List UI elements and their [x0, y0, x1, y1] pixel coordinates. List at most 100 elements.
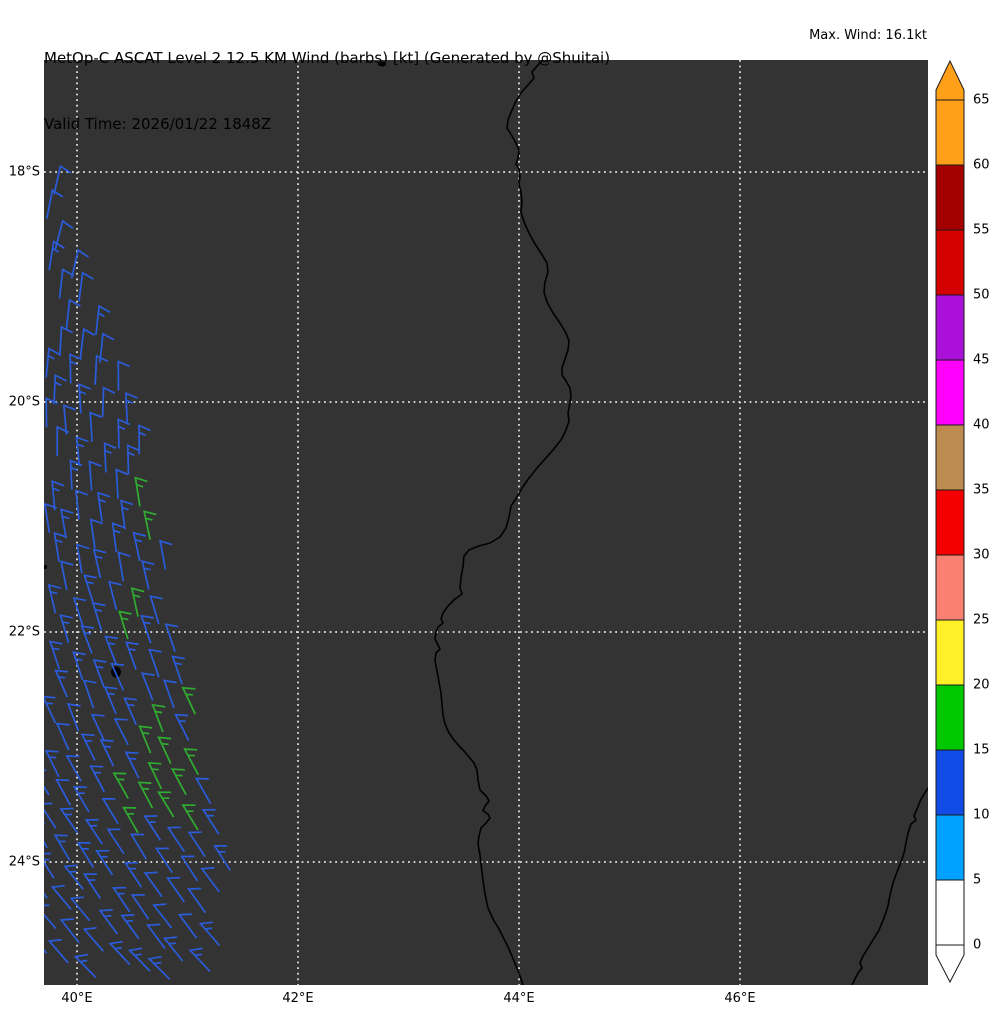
- wind-barb: [157, 791, 175, 818]
- wind-barb: [69, 896, 91, 922]
- wind-barb: [58, 268, 75, 299]
- wind-barb: [140, 672, 155, 701]
- wind-barb: [124, 392, 138, 423]
- wind-barb: [92, 548, 107, 579]
- colorbar-segment: [935, 684, 965, 751]
- lon-tick-label: 44°E: [503, 991, 535, 1006]
- wind-barb: [99, 332, 115, 363]
- wind-barb: [69, 459, 83, 490]
- colorbar-segment: [935, 359, 965, 426]
- wind-barb: [151, 703, 166, 733]
- wind-barb: [106, 828, 125, 855]
- wind-barb: [44, 852, 55, 879]
- colorbar-tick-label: 20: [973, 677, 990, 693]
- wind-barb: [138, 725, 153, 754]
- colorbar-tick-label: 50: [973, 287, 990, 303]
- wind-barb: [130, 893, 150, 920]
- wind-barb: [103, 686, 118, 715]
- coastline-southeast: [851, 787, 928, 985]
- wind-barb: [65, 755, 82, 782]
- wind-barb: [198, 921, 221, 947]
- colorbar-segment: [935, 554, 965, 621]
- colorbar-segment: [935, 814, 965, 881]
- wind-barb: [117, 360, 131, 391]
- wind-barb: [53, 834, 71, 861]
- colorbar-tick-label: 30: [973, 547, 990, 563]
- colorbar-tick-label: 10: [973, 807, 990, 823]
- wind-barb: [103, 442, 117, 473]
- wind-barb: [69, 353, 82, 384]
- wind-barb: [84, 818, 104, 845]
- colorbar-tick-label: 5: [973, 872, 982, 888]
- plot-title: MetOp-C ASCAT Level 2 12.5 KM Wind (barb…: [44, 49, 611, 67]
- wind-barb: [47, 583, 62, 614]
- coastline-west: [434, 60, 572, 985]
- wind-barb: [45, 397, 58, 428]
- wind-barb: [63, 864, 84, 890]
- wind-barb: [54, 669, 69, 698]
- wind-barb: [45, 188, 64, 219]
- wind-barb: [66, 703, 81, 732]
- wind-barb: [89, 765, 106, 793]
- lat-tick-label: 22°S: [8, 624, 40, 640]
- wind-barb: [82, 926, 104, 952]
- wind-barb: [148, 648, 162, 678]
- wind-barb: [101, 386, 116, 417]
- wind-barb: [44, 502, 58, 533]
- wind-barb: [152, 903, 173, 929]
- wind-barb: [138, 424, 151, 455]
- wind-barb: [95, 304, 111, 335]
- wind-barb: [143, 815, 162, 841]
- wind-barb: [194, 777, 212, 805]
- wind-barb: [95, 849, 114, 876]
- wind-barb: [200, 867, 220, 893]
- wind-barb: [104, 635, 119, 665]
- wind-barb: [110, 662, 125, 691]
- wind-barb: [48, 640, 63, 670]
- wind-barb: [181, 804, 199, 831]
- lat-tick-label: 18°S: [8, 164, 40, 180]
- wind-barb: [115, 468, 129, 499]
- wind-barb: [44, 948, 48, 954]
- graticule-grid: [44, 60, 928, 985]
- wind-barb: [90, 713, 106, 742]
- colorbar-tick-label: 45: [973, 352, 990, 368]
- colorbar-segment: [935, 489, 965, 556]
- wind-barb: [89, 411, 103, 442]
- map-background: [44, 60, 928, 985]
- plot-header: MetOp-C ASCAT Level 2 12.5 KM Wind (barb…: [44, 3, 610, 179]
- wind-barb: [181, 686, 197, 715]
- wind-barb: [82, 873, 102, 899]
- wind-barb: [123, 697, 138, 726]
- colorbar-segment: [935, 424, 965, 491]
- lon-tick-label: 42°E: [282, 991, 314, 1006]
- wind-barb: [74, 489, 88, 520]
- island: [44, 565, 47, 569]
- wind-barb: [72, 651, 86, 680]
- wind-barb: [45, 347, 61, 378]
- wind-barb: [83, 574, 97, 604]
- wind-barb: [154, 847, 174, 874]
- wind-barb: [170, 768, 187, 796]
- wind-barb: [44, 749, 60, 778]
- wind-barb: [123, 861, 143, 888]
- colorbar-tick-label: 0: [973, 937, 982, 953]
- wind-barb: [56, 425, 69, 457]
- colorbar-segment: [935, 879, 965, 946]
- wind-barb: [120, 914, 140, 940]
- colorbar-tick-label: 65: [973, 92, 990, 108]
- wind-barb: [99, 739, 115, 767]
- wind-barb: [73, 953, 97, 978]
- wind-barb: [76, 842, 95, 868]
- wind-barb: [166, 826, 186, 853]
- wind-barb: [164, 623, 179, 653]
- wind-barb: [130, 587, 145, 617]
- colorbar-segment: [935, 294, 965, 361]
- wind-barb: [59, 807, 79, 834]
- wind-barb: [54, 219, 74, 250]
- wind-barb: [62, 404, 76, 435]
- wind-barb: [162, 936, 184, 962]
- wind-barbs-layer: [44, 164, 231, 980]
- valid-time: Valid Time: 2026/01/22 1848Z: [44, 115, 272, 133]
- wind-barb: [111, 522, 125, 553]
